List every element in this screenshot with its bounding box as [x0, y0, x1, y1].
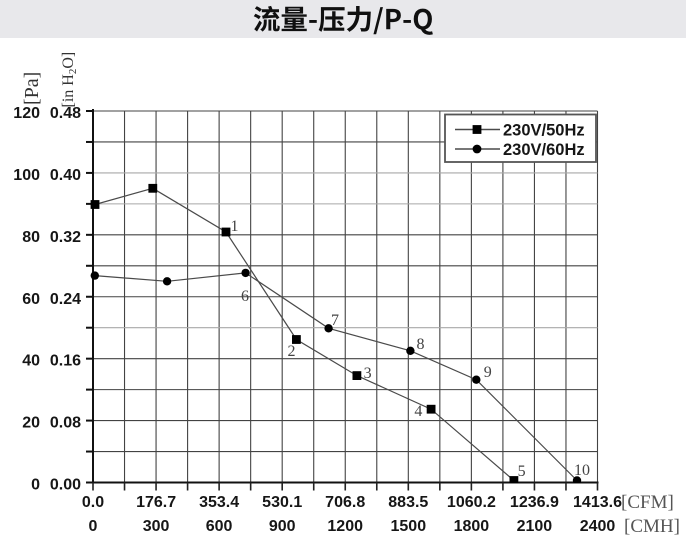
- svg-text:100: 100: [13, 167, 40, 184]
- svg-text:353.4: 353.4: [199, 494, 239, 511]
- svg-text:20: 20: [22, 415, 40, 432]
- svg-text:40: 40: [22, 353, 40, 370]
- svg-text:[CFM]: [CFM]: [621, 492, 674, 513]
- svg-text:4: 4: [414, 403, 422, 420]
- svg-text:0.24: 0.24: [50, 291, 81, 308]
- svg-text:600: 600: [206, 518, 233, 535]
- svg-text:230V/60Hz: 230V/60Hz: [503, 141, 585, 159]
- svg-text:1413.6: 1413.6: [573, 494, 622, 511]
- svg-text:7: 7: [331, 312, 339, 329]
- svg-text:0.0: 0.0: [82, 494, 104, 511]
- svg-text:1500: 1500: [391, 518, 427, 535]
- svg-text:0: 0: [89, 518, 98, 535]
- svg-text:6: 6: [241, 288, 249, 305]
- svg-text:706.8: 706.8: [325, 494, 365, 511]
- svg-text:530.1: 530.1: [262, 494, 302, 511]
- svg-text:0.08: 0.08: [50, 415, 81, 432]
- svg-text:5: 5: [518, 463, 526, 480]
- svg-text:230V/50Hz: 230V/50Hz: [503, 122, 585, 140]
- svg-text:2100: 2100: [517, 518, 553, 535]
- svg-text:9: 9: [484, 364, 492, 381]
- svg-text:[Pa]: [Pa]: [21, 72, 43, 105]
- svg-text:0: 0: [31, 477, 40, 494]
- svg-text:2400: 2400: [580, 518, 616, 535]
- svg-text:[CMH]: [CMH]: [624, 516, 680, 537]
- svg-text:60: 60: [22, 291, 40, 308]
- svg-text:0.00: 0.00: [50, 477, 81, 494]
- svg-text:1200: 1200: [327, 518, 363, 535]
- svg-text:0.40: 0.40: [50, 167, 81, 184]
- svg-text:[in H2O]: [in H2O]: [60, 52, 79, 108]
- svg-text:0.32: 0.32: [50, 229, 81, 246]
- svg-text:900: 900: [269, 518, 296, 535]
- svg-text:3: 3: [364, 365, 372, 382]
- svg-text:2: 2: [288, 343, 296, 360]
- svg-text:0.48: 0.48: [50, 105, 81, 122]
- svg-text:1: 1: [231, 218, 239, 235]
- svg-text:883.5: 883.5: [388, 494, 428, 511]
- svg-text:80: 80: [22, 229, 40, 246]
- svg-text:8: 8: [417, 336, 425, 353]
- svg-text:1800: 1800: [454, 518, 490, 535]
- svg-text:1236.9: 1236.9: [510, 494, 559, 511]
- svg-text:1060.2: 1060.2: [447, 494, 496, 511]
- svg-text:176.7: 176.7: [136, 494, 176, 511]
- svg-text:0.16: 0.16: [50, 353, 81, 370]
- svg-text:120: 120: [13, 105, 40, 122]
- svg-text:10: 10: [574, 462, 590, 479]
- svg-text:300: 300: [143, 518, 170, 535]
